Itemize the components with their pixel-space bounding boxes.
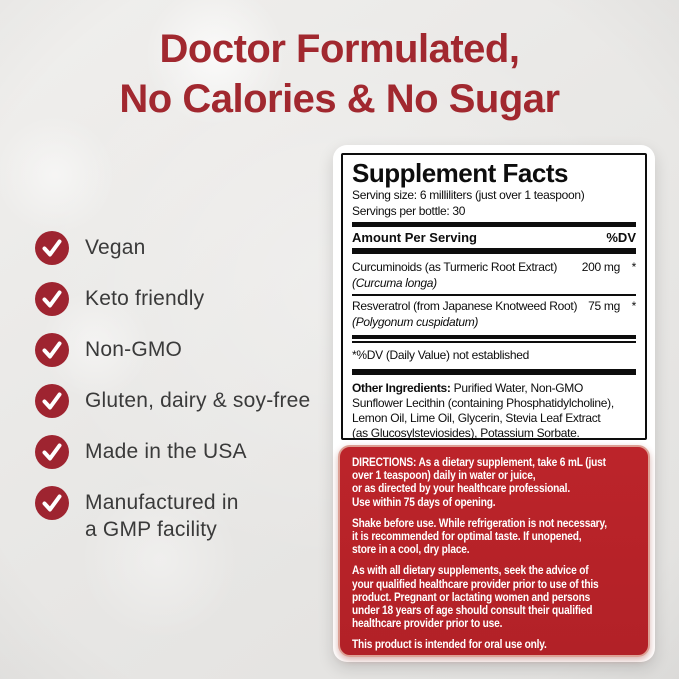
- directions-paragraph-1: DIRECTIONS: As a dietary supplement, tak…: [352, 455, 606, 509]
- servings-per-bottle: Servings per bottle: 30: [352, 204, 466, 218]
- dv-header-label: %DV: [606, 230, 636, 245]
- feature-label: Gluten, dairy & soy-free: [85, 389, 311, 412]
- page-title: Doctor Formulated, No Calories & No Suga…: [0, 24, 679, 124]
- nutrient-name: Resveratrol (from Japanese Knotweed Root…: [352, 299, 578, 313]
- checkmark-icon: [35, 282, 69, 316]
- other-ingredients: Other Ingredients: Purified Water, Non-G…: [352, 378, 636, 441]
- checkmark-icon: [35, 384, 69, 418]
- feature-item-non-gmo: Non-GMO: [35, 333, 310, 367]
- feature-item-gmp: Manufactured in a GMP facility: [35, 486, 310, 543]
- amount-header-row: Amount Per Serving %DV: [352, 229, 636, 246]
- amount-per-serving-label: Amount Per Serving: [352, 230, 477, 245]
- nutrient-name: Curcuminoids (as Turmeric Root Extract): [352, 260, 558, 274]
- divider-bar: [352, 248, 636, 254]
- directions-box: DIRECTIONS: As a dietary supplement, tak…: [338, 445, 650, 657]
- feature-item-gluten-free: Gluten, dairy & soy-free: [35, 384, 310, 418]
- label-card: Supplement Facts Serving size: 6 millili…: [333, 145, 655, 662]
- nutrient-row-curcuminoids: Curcuminoids (as Turmeric Root Extract) …: [352, 257, 636, 294]
- feature-label: Keto friendly: [85, 287, 205, 310]
- supplement-facts-title: Supplement Facts: [352, 158, 568, 188]
- checkmark-icon: [35, 231, 69, 265]
- feature-item-keto: Keto friendly: [35, 282, 310, 316]
- divider-bar: [352, 222, 636, 227]
- directions-paragraph-3: As with all dietary supplements, seek th…: [352, 563, 599, 631]
- directions-text: DIRECTIONS: As a dietary supplement, tak…: [352, 455, 636, 652]
- checkmark-icon: [35, 333, 69, 367]
- directions-label: DIRECTIONS:: [352, 455, 417, 469]
- other-ingredients-label: Other Ingredients:: [352, 381, 451, 395]
- page-title-line2: No Calories & No Sugar: [119, 77, 560, 121]
- nutrient-dv: *: [631, 260, 637, 274]
- nutrient-amount: 200 mg: [581, 260, 621, 274]
- serving-size: Serving size: 6 milliliters (just over 1…: [352, 188, 585, 202]
- divider-bar: [352, 369, 636, 375]
- divider-line: [352, 294, 636, 296]
- checkmark-icon: [35, 486, 69, 520]
- directions-paragraph-2: Shake before use. While refrigeration is…: [352, 515, 607, 557]
- feature-label: Non-GMO: [85, 338, 183, 361]
- nutrient-latin-name: (Polygonum cuspidatum): [352, 315, 479, 329]
- other-ingredients-text: Purified Water, Non-GMO Sunflower Lecith…: [352, 381, 614, 440]
- nutrient-amount: 75 mg: [588, 299, 620, 313]
- feature-label: Manufactured in a GMP facility: [85, 491, 239, 541]
- directions-paragraph-4: This product is intended for oral use on…: [352, 637, 547, 652]
- nutrient-dv: *: [631, 299, 637, 313]
- feature-item-vegan: Vegan: [35, 231, 310, 265]
- feature-item-made-usa: Made in the USA: [35, 435, 310, 469]
- page-title-line1: Doctor Formulated,: [159, 27, 520, 71]
- feature-label: Made in the USA: [85, 440, 247, 463]
- checkmark-icon: [35, 435, 69, 469]
- feature-label: Vegan: [85, 236, 146, 259]
- dv-footnote: *%DV (Daily Value) not established: [352, 348, 530, 362]
- nutrient-latin-name: (Curcuma longa): [352, 276, 437, 290]
- divider-bar-double: [352, 335, 636, 343]
- supplement-facts-panel: Supplement Facts Serving size: 6 millili…: [341, 153, 647, 440]
- feature-list: Vegan Keto friendly Non-GMO Gluten, dair…: [35, 231, 310, 560]
- nutrient-row-resveratrol: Resveratrol (from Japanese Knotweed Root…: [352, 296, 636, 333]
